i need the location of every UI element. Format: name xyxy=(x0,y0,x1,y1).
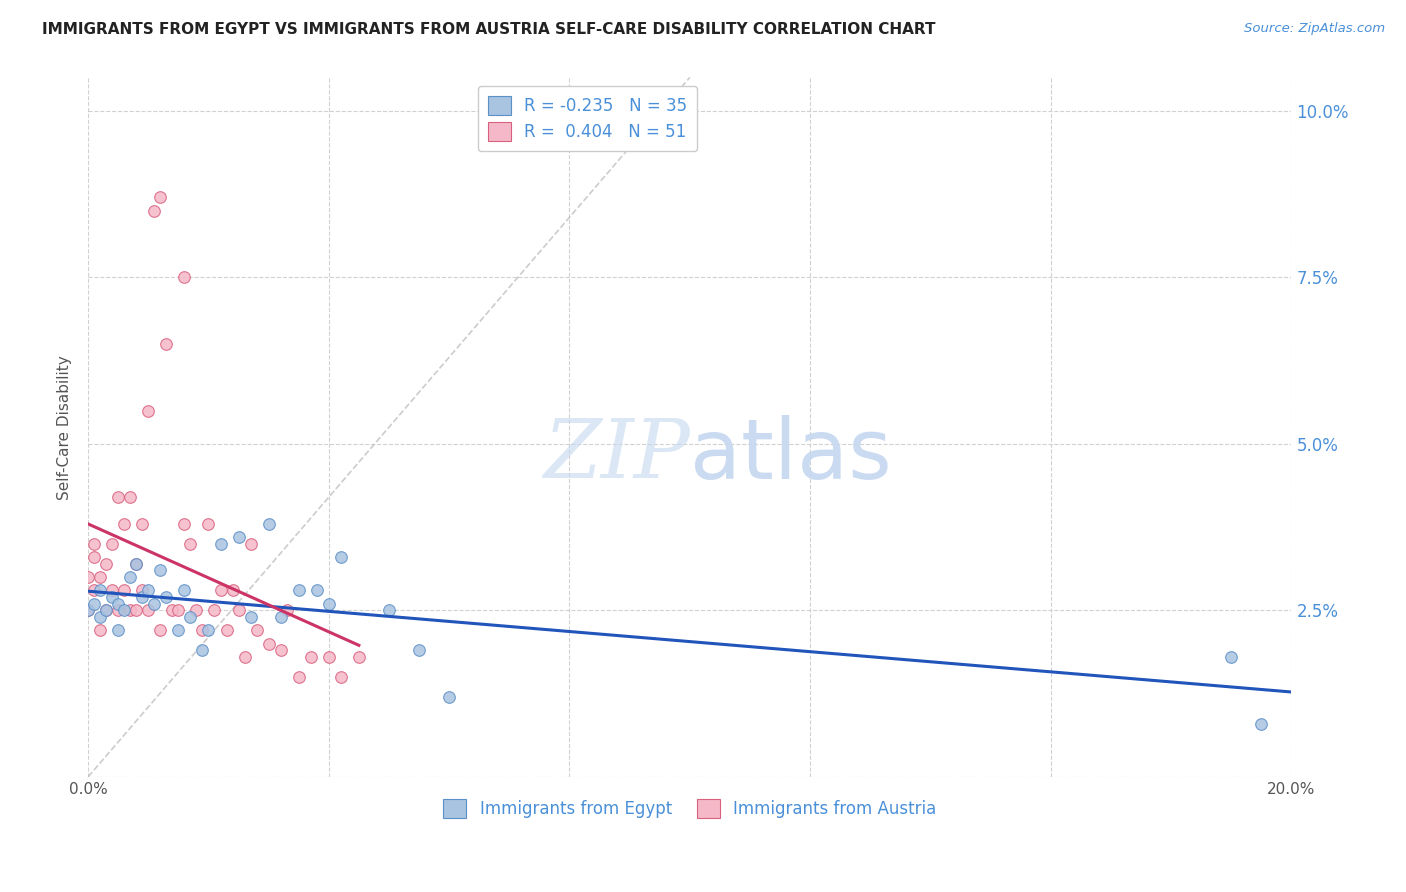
Point xyxy=(83,583,105,598)
Point xyxy=(120,490,142,504)
Point xyxy=(173,583,195,598)
Point xyxy=(173,270,195,285)
Point xyxy=(131,590,153,604)
Point xyxy=(179,537,201,551)
Point xyxy=(209,537,232,551)
Point xyxy=(173,516,195,531)
Point xyxy=(120,603,142,617)
Point xyxy=(408,643,430,657)
Point xyxy=(149,624,172,638)
Legend: Immigrants from Egypt, Immigrants from Austria: Immigrants from Egypt, Immigrants from A… xyxy=(436,792,943,824)
Point xyxy=(246,624,269,638)
Point xyxy=(228,603,250,617)
Point xyxy=(239,610,262,624)
Point xyxy=(1250,716,1272,731)
Point xyxy=(120,570,142,584)
Point xyxy=(143,597,166,611)
Point xyxy=(136,583,159,598)
Point xyxy=(1220,650,1243,665)
Point xyxy=(270,643,292,657)
Point xyxy=(96,603,118,617)
Point xyxy=(143,203,166,218)
Point xyxy=(378,603,401,617)
Point xyxy=(107,597,129,611)
Point xyxy=(107,624,129,638)
Point xyxy=(191,643,214,657)
Point xyxy=(221,583,243,598)
Point xyxy=(162,603,184,617)
Point xyxy=(155,590,177,604)
Point xyxy=(318,597,340,611)
Point xyxy=(89,570,111,584)
Point xyxy=(318,650,340,665)
Point xyxy=(125,557,148,571)
Point xyxy=(96,557,118,571)
Point xyxy=(77,570,100,584)
Point xyxy=(167,624,190,638)
Point xyxy=(347,650,370,665)
Point xyxy=(287,583,309,598)
Point xyxy=(125,557,148,571)
Point xyxy=(257,637,280,651)
Point xyxy=(107,603,129,617)
Point xyxy=(299,650,322,665)
Point xyxy=(112,516,135,531)
Point xyxy=(83,597,105,611)
Point xyxy=(257,516,280,531)
Point xyxy=(77,603,100,617)
Point xyxy=(136,603,159,617)
Point xyxy=(107,490,129,504)
Point xyxy=(77,603,100,617)
Point xyxy=(149,563,172,577)
Point xyxy=(96,603,118,617)
Point xyxy=(136,403,159,417)
Point xyxy=(149,190,172,204)
Point xyxy=(197,516,219,531)
Point xyxy=(191,624,214,638)
Point xyxy=(329,670,352,684)
Point xyxy=(186,603,208,617)
Point xyxy=(101,537,124,551)
Point xyxy=(305,583,328,598)
Point xyxy=(89,610,111,624)
Point xyxy=(239,537,262,551)
Point xyxy=(197,624,219,638)
Point xyxy=(89,583,111,598)
Point xyxy=(101,583,124,598)
Point xyxy=(215,624,238,638)
Y-axis label: Self-Care Disability: Self-Care Disability xyxy=(58,355,72,500)
Point xyxy=(125,603,148,617)
Point xyxy=(131,516,153,531)
Point xyxy=(83,537,105,551)
Point xyxy=(112,583,135,598)
Point xyxy=(209,583,232,598)
Point xyxy=(287,670,309,684)
Point xyxy=(276,603,298,617)
Point xyxy=(270,610,292,624)
Text: ZIP: ZIP xyxy=(543,415,690,495)
Point xyxy=(179,610,201,624)
Point xyxy=(329,549,352,564)
Point xyxy=(204,603,226,617)
Point xyxy=(233,650,256,665)
Point xyxy=(131,583,153,598)
Point xyxy=(155,337,177,351)
Text: Source: ZipAtlas.com: Source: ZipAtlas.com xyxy=(1244,22,1385,36)
Text: IMMIGRANTS FROM EGYPT VS IMMIGRANTS FROM AUSTRIA SELF-CARE DISABILITY CORRELATIO: IMMIGRANTS FROM EGYPT VS IMMIGRANTS FROM… xyxy=(42,22,935,37)
Text: atlas: atlas xyxy=(690,415,891,496)
Point xyxy=(89,624,111,638)
Point xyxy=(437,690,460,704)
Point xyxy=(228,530,250,544)
Point xyxy=(112,603,135,617)
Point xyxy=(101,590,124,604)
Point xyxy=(167,603,190,617)
Point xyxy=(83,549,105,564)
